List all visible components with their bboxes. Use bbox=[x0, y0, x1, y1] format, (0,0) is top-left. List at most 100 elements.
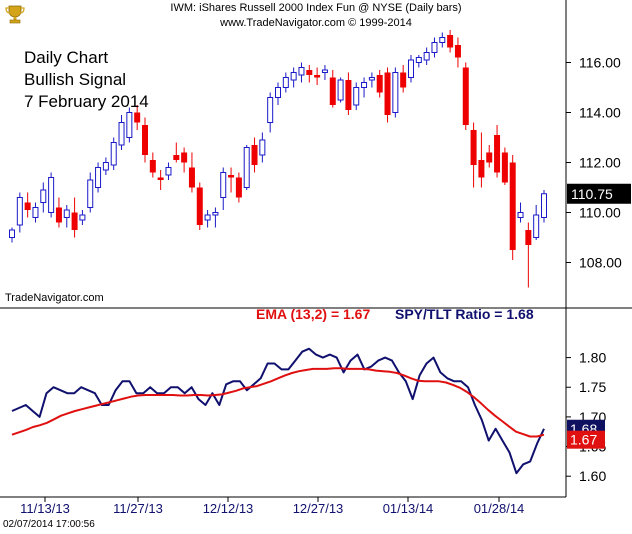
candle-body bbox=[454, 45, 461, 58]
candle-body bbox=[470, 130, 477, 165]
annotation-line-1: Daily Chart bbox=[24, 48, 109, 67]
candle-body bbox=[337, 79, 344, 101]
candle-body bbox=[95, 167, 102, 188]
candle-body bbox=[16, 197, 23, 226]
candle-body bbox=[501, 152, 508, 183]
candle-body bbox=[353, 87, 360, 106]
candle-body bbox=[321, 69, 328, 73]
last-price-box bbox=[567, 183, 631, 204]
candle-body bbox=[462, 67, 469, 125]
candle-body bbox=[196, 187, 203, 225]
ema-series-line bbox=[11, 367, 545, 438]
candle-body bbox=[486, 152, 493, 163]
price-tick-label: 112.00 bbox=[579, 155, 621, 171]
candle-body bbox=[181, 152, 188, 163]
candle-body bbox=[149, 160, 156, 173]
candle-body bbox=[134, 112, 141, 123]
candle-body bbox=[478, 160, 485, 178]
trophy-logo-icon bbox=[5, 5, 25, 24]
candle-body bbox=[314, 75, 321, 78]
candle-body bbox=[110, 142, 117, 166]
candle-body bbox=[423, 52, 430, 61]
candle-body bbox=[188, 167, 195, 188]
candle-body bbox=[32, 207, 39, 218]
candle-body bbox=[345, 80, 352, 110]
candle-body bbox=[509, 162, 516, 250]
candle-body bbox=[392, 72, 399, 113]
watermark: TradeNavigator.com bbox=[5, 292, 104, 304]
candle-body bbox=[71, 212, 78, 230]
candle-body bbox=[55, 207, 62, 223]
annotation-line-3: 7 February 2014 bbox=[24, 92, 149, 111]
candle-body bbox=[368, 77, 375, 81]
x-tick-label: 12/12/13 bbox=[203, 501, 254, 516]
candle-body bbox=[259, 139, 266, 156]
x-tick-label: 11/27/13 bbox=[113, 501, 163, 516]
candle-body bbox=[361, 82, 368, 88]
chart-header-copyright: www.TradeNavigator.com © 1999-2014 bbox=[220, 17, 412, 29]
candle-body bbox=[79, 214, 86, 221]
candle-body bbox=[165, 167, 172, 176]
x-tick-label: 11/13/13 bbox=[20, 501, 70, 516]
ema-last-label: 1.67 bbox=[570, 432, 597, 448]
candle-body bbox=[235, 177, 242, 198]
candle-body bbox=[243, 147, 250, 188]
ratio-legend: SPY/TLT Ratio = 1.68 bbox=[395, 306, 534, 322]
candle-body bbox=[329, 77, 336, 105]
candle-body bbox=[173, 155, 180, 160]
candle-body bbox=[384, 72, 391, 115]
annotation-line-2: Bullish Signal bbox=[24, 70, 127, 89]
price-panel bbox=[9, 30, 547, 288]
candle-body bbox=[447, 35, 454, 48]
ratio-tick-label: 1.80 bbox=[579, 350, 606, 366]
candle-body bbox=[376, 75, 383, 93]
candle-body bbox=[298, 67, 305, 76]
candle-body bbox=[63, 209, 70, 218]
ratio-tick-label: 1.75 bbox=[579, 379, 606, 395]
candle-body bbox=[431, 42, 438, 53]
candle-body bbox=[494, 135, 501, 173]
candle-body bbox=[212, 212, 219, 216]
candle-body bbox=[525, 230, 532, 245]
x-tick-label: 12/27/13 bbox=[293, 501, 344, 516]
candle-body bbox=[126, 112, 133, 138]
candle-body bbox=[439, 37, 446, 43]
candle-body bbox=[102, 162, 109, 171]
candle-body bbox=[306, 70, 313, 75]
candle-body bbox=[415, 57, 422, 63]
x-tick-label: 01/28/14 bbox=[474, 501, 525, 516]
price-tick-label: 116.00 bbox=[579, 55, 621, 71]
x-tick-label: 01/13/14 bbox=[383, 501, 434, 516]
candle-body bbox=[408, 59, 414, 78]
ema-legend: EMA (13,2) = 1.67 bbox=[256, 306, 371, 322]
ema-last-box bbox=[567, 430, 605, 449]
candle-body bbox=[142, 125, 148, 155]
ratio-series-line bbox=[11, 347, 545, 475]
candle-body bbox=[251, 145, 258, 165]
candle-body bbox=[541, 193, 547, 218]
price-tick-label: 110.00 bbox=[579, 205, 621, 221]
ratio-tick-label: 1.60 bbox=[579, 468, 606, 484]
candle-body bbox=[290, 72, 297, 81]
price-tick-label: 114.00 bbox=[579, 105, 621, 121]
axes: 108.00 110.00 112.00 114.00 116.00 110.75 1.60… bbox=[0, 0, 632, 516]
candle-body bbox=[24, 202, 31, 210]
candle-body bbox=[48, 177, 55, 213]
candle-body bbox=[157, 177, 164, 180]
candle-body bbox=[282, 77, 289, 88]
candle-body bbox=[87, 179, 94, 208]
chart-header-title: IWM: iShares Russell 2000 Index Fun @ NY… bbox=[170, 2, 462, 14]
last-price-label: 110.75 bbox=[571, 186, 613, 202]
candle-body bbox=[9, 229, 15, 238]
candle-body bbox=[220, 172, 227, 198]
candle-body bbox=[275, 87, 281, 98]
candle-body bbox=[267, 97, 274, 123]
candle-body bbox=[40, 189, 47, 203]
candle-body bbox=[204, 214, 211, 221]
candle-body bbox=[533, 214, 540, 238]
price-tick-label: 108.00 bbox=[579, 255, 622, 271]
candle-body bbox=[228, 175, 235, 178]
candle-body bbox=[118, 122, 125, 146]
ratio-panel bbox=[11, 347, 545, 475]
